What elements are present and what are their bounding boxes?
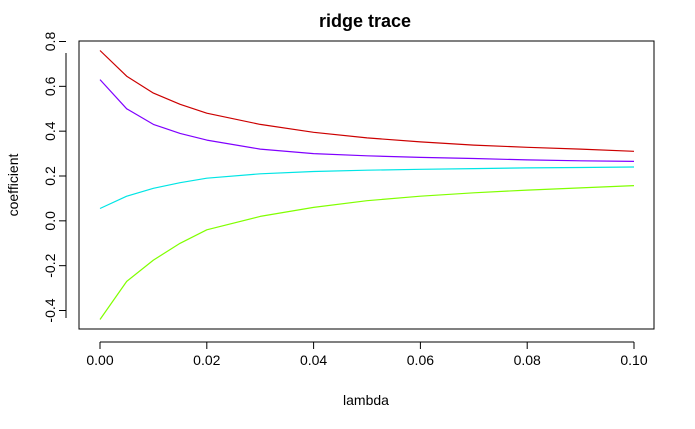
x-tick-label: 0.10 bbox=[620, 352, 647, 368]
x-ticks: 0.00 0.02 0.04 0.06 0.08 0.10 bbox=[86, 342, 648, 368]
y-tick-label: 0.4 bbox=[42, 121, 58, 141]
x-tick-label: 0.00 bbox=[86, 352, 113, 368]
y-tick-label: -0.2 bbox=[42, 253, 58, 277]
y-tick-label: 0.8 bbox=[42, 32, 58, 52]
y-axis-label: coefficient bbox=[5, 153, 21, 216]
y-tick-label: 0.6 bbox=[42, 76, 58, 96]
y-ticks: -0.4 -0.2 0.0 0.2 0.4 0.6 0.8 bbox=[42, 32, 66, 323]
series-lines bbox=[99, 50, 635, 320]
x-tick-label: 0.08 bbox=[514, 352, 541, 368]
series-line-2 bbox=[99, 79, 635, 162]
x-tick-label: 0.06 bbox=[407, 352, 434, 368]
chart-title: ridge trace bbox=[319, 11, 411, 31]
plot-frame bbox=[78, 40, 655, 330]
series-line-1 bbox=[99, 50, 635, 152]
series-line-4 bbox=[99, 185, 635, 320]
y-tick-label: 0.0 bbox=[42, 211, 58, 231]
x-axis-label: lambda bbox=[343, 392, 389, 408]
y-tick-label: -0.4 bbox=[42, 298, 58, 322]
x-tick-label: 0.04 bbox=[300, 352, 327, 368]
x-tick-label: 0.02 bbox=[193, 352, 220, 368]
series-line-3 bbox=[99, 166, 635, 210]
y-tick-label: 0.2 bbox=[42, 166, 58, 186]
